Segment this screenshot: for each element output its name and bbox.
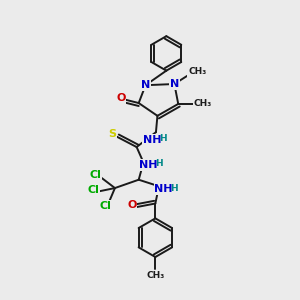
Text: Cl: Cl (100, 201, 111, 211)
Text: NH: NH (139, 160, 158, 170)
Text: Cl: Cl (90, 170, 101, 180)
Text: S: S (108, 129, 116, 139)
Text: N: N (170, 79, 179, 89)
Text: Cl: Cl (87, 185, 99, 195)
Text: NH: NH (143, 135, 161, 145)
Text: O: O (116, 93, 126, 103)
Text: N: N (141, 80, 150, 90)
Text: H: H (171, 184, 178, 193)
Text: H: H (159, 134, 167, 143)
Text: NH: NH (154, 184, 173, 194)
Text: H: H (155, 159, 163, 168)
Text: CH₃: CH₃ (194, 99, 212, 108)
Text: CH₃: CH₃ (146, 271, 164, 280)
Text: CH₃: CH₃ (188, 67, 206, 76)
Text: O: O (127, 200, 136, 210)
